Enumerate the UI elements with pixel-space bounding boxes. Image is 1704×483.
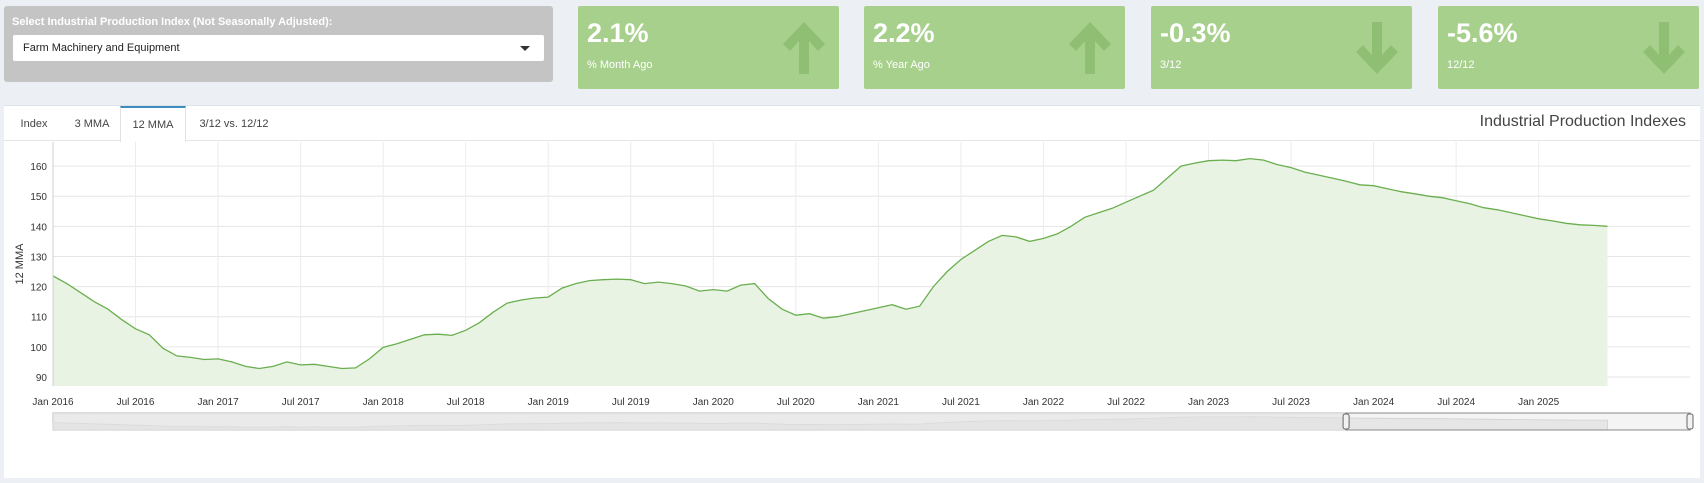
kpi-value: -0.3%	[1160, 18, 1231, 48]
kpi-3-12: -0.3% 3/12	[1151, 6, 1412, 89]
arrow-up-icon	[783, 22, 825, 74]
navigator-handle[interactable]	[1686, 413, 1694, 430]
x-tick-label: Jan 2019	[528, 397, 570, 408]
x-tick-label: Jul 2017	[282, 397, 320, 408]
selector-label: Select Industrial Production Index (Not …	[12, 16, 333, 28]
arrow-up-icon	[1069, 22, 1111, 74]
x-tick-label: Jan 2021	[858, 397, 900, 408]
series-line	[52, 157, 1608, 370]
chart-plot: 90 100 110 120 130 140 150 160 Jan 2016 Jul 2016 J…	[14, 142, 1694, 431]
y-tick-label: 90	[36, 373, 48, 384]
index-selector-panel: Select Industrial Production Index (Not …	[4, 6, 553, 82]
series-area	[53, 158, 1608, 386]
kpi-label: 3/12	[1160, 59, 1182, 71]
chart-tabs: Index 3 MMA 12 MMA 3/12 vs. 12/12	[4, 106, 1700, 142]
x-tick-label: Jan 2016	[32, 397, 74, 408]
caret-down-icon[interactable]	[520, 46, 530, 51]
tab-12-mma[interactable]: 12 MMA	[120, 106, 186, 142]
x-tick-label: Jan 2022	[1023, 397, 1065, 408]
kpi-label: % Year Ago	[873, 59, 930, 71]
x-tick-label: Jul 2019	[612, 397, 650, 408]
y-axis-title: 12 MMA	[14, 243, 26, 285]
y-tick-label: 150	[30, 192, 47, 203]
x-tick-label: Jan 2017	[197, 397, 239, 408]
selected-index-value: Farm Machinery and Equipment	[23, 42, 180, 54]
index-select-dropdown[interactable]: Farm Machinery and Equipment	[13, 35, 544, 61]
tab-3-mma[interactable]: 3 MMA	[74, 118, 110, 130]
x-tick-label: Jan 2024	[1353, 397, 1395, 408]
x-tick-label: Jul 2022	[1107, 397, 1145, 408]
y-tick-label: 100	[30, 343, 47, 354]
arrow-down-icon	[1643, 22, 1685, 74]
tab-3-12-vs-12-12[interactable]: 3/12 vs. 12/12	[199, 118, 269, 130]
x-tick-label: Jul 2020	[777, 397, 815, 408]
kpi-12-12: -5.6% 12/12	[1438, 6, 1699, 89]
kpi-value: 2.1%	[587, 18, 649, 48]
arrow-down-icon	[1356, 22, 1398, 74]
navigator-handle[interactable]	[1342, 413, 1350, 430]
tab-index[interactable]: Index	[20, 118, 48, 130]
x-tick-label: Jan 2020	[693, 397, 735, 408]
y-tick-label: 110	[31, 313, 47, 324]
y-tick-label: 120	[30, 283, 47, 294]
kpi-label: % Month Ago	[587, 59, 653, 71]
x-tick-label: Jul 2023	[1272, 397, 1310, 408]
kpi-value: 2.2%	[873, 18, 935, 48]
kpi-value: -5.6%	[1447, 18, 1518, 48]
x-tick-label: Jan 2018	[363, 397, 405, 408]
y-tick-label: 160	[30, 162, 47, 173]
chart-title: Industrial Production Indexes	[1479, 113, 1686, 130]
x-tick-label: Jul 2016	[117, 397, 155, 408]
kpi-label: 12/12	[1447, 59, 1475, 71]
kpi-month-ago: 2.1% % Month Ago	[578, 6, 839, 89]
chart-card: Index 3 MMA 12 MMA 3/12 vs. 12/12 Indust…	[4, 105, 1700, 478]
navigator-mask	[53, 413, 1347, 430]
x-tick-label: Jan 2025	[1518, 397, 1560, 408]
x-tick-label: Jul 2018	[447, 397, 485, 408]
x-tick-label: Jul 2021	[942, 397, 980, 408]
y-tick-label: 130	[30, 252, 47, 263]
x-tick-label: Jul 2024	[1437, 397, 1475, 408]
kpi-year-ago: 2.2% % Year Ago	[864, 6, 1125, 89]
x-tick-label: Jan 2023	[1188, 397, 1230, 408]
y-tick-label: 140	[30, 222, 47, 233]
